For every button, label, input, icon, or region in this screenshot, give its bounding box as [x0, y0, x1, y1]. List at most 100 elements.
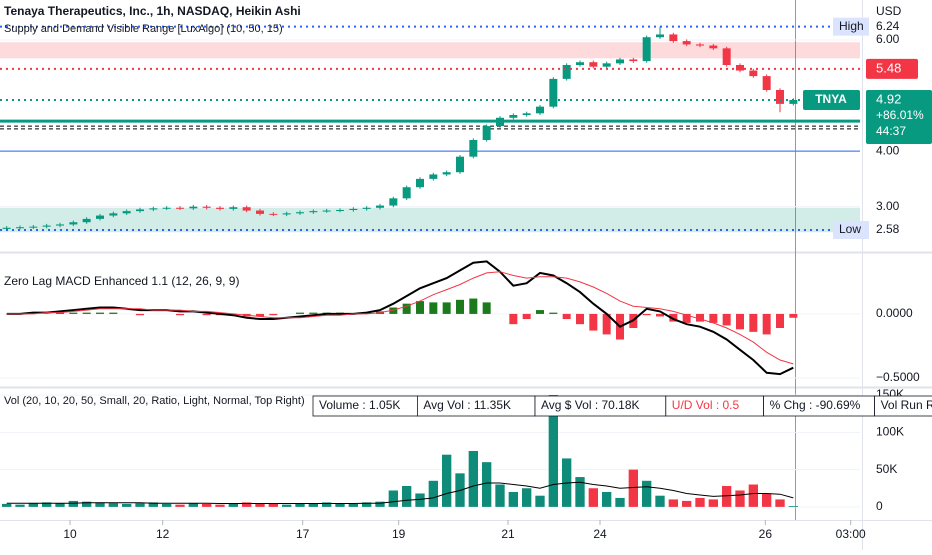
- candle-body: [709, 45, 718, 49]
- histogram-bar: [176, 313, 184, 316]
- histogram-bar: [389, 307, 398, 314]
- volume-bar: [228, 503, 238, 507]
- volume-bar: [295, 503, 305, 507]
- volume-bar: [588, 488, 598, 507]
- volume-bar: [242, 502, 252, 507]
- volume-bar: [708, 499, 718, 507]
- y-tick-label: 100K: [876, 425, 904, 439]
- candle-body: [696, 44, 704, 46]
- candle-body: [589, 62, 598, 67]
- candle-body: [202, 206, 211, 208]
- candle-body: [509, 115, 518, 118]
- volume-bar: [535, 495, 545, 507]
- histogram-bar: [656, 313, 664, 317]
- candle-body: [642, 37, 651, 62]
- candle-body: [82, 218, 91, 223]
- level-name-box: [833, 221, 869, 239]
- volume-bar: [615, 497, 625, 507]
- volume-bar: [335, 503, 345, 507]
- candle-body: [536, 106, 544, 114]
- zone: [0, 42, 860, 59]
- histogram-bar: [69, 312, 78, 314]
- histogram-bar: [202, 313, 211, 316]
- candle-body: [482, 126, 491, 140]
- histogram-bar: [442, 302, 451, 314]
- table-text: Vol Run Rate : 85.89%: [881, 398, 932, 412]
- level-value: 2.58: [876, 222, 900, 236]
- x-tick-label: 19: [392, 527, 406, 541]
- volume-bar: [482, 462, 492, 507]
- volume-bar: [735, 490, 745, 507]
- histogram-bar: [749, 313, 758, 332]
- level-value: 6.24: [876, 19, 900, 33]
- last-price: 4.92: [876, 91, 901, 106]
- candle-body: [749, 70, 758, 77]
- volume-bar: [375, 501, 385, 507]
- histogram-bar: [82, 312, 91, 314]
- volume-bar: [775, 499, 785, 507]
- volume-bar: [468, 450, 478, 507]
- candle-body: [469, 140, 478, 157]
- level-value: 5.48: [876, 60, 901, 75]
- histogram-bar: [309, 312, 318, 314]
- plot-layer: 6.00 4.00 3.00 High 6.24 Low 2.58 5.48 TNYA 4.92 +…: [0, 17, 932, 541]
- histogram-bar: [736, 313, 744, 330]
- y-tick-label: 50K: [876, 462, 897, 476]
- candle-body: [122, 211, 131, 214]
- candle-body: [576, 62, 584, 65]
- volume-bar: [268, 503, 278, 507]
- last-price-box: [866, 90, 932, 144]
- symbol-label: TNYA: [815, 92, 847, 106]
- candle-body: [389, 198, 398, 206]
- volume-title: Vol (20, 10, 20, 50, Small, 20, Ratio, L…: [4, 395, 305, 407]
- candle-body: [16, 227, 24, 229]
- candle-body: [42, 225, 51, 227]
- volume-bar: [668, 499, 678, 507]
- volume-bar: [55, 503, 65, 507]
- series-line: [6, 271, 794, 365]
- table-text: Avg Vol : 11.35K: [423, 398, 511, 412]
- volume-bar: [82, 501, 92, 507]
- candle-body: [149, 208, 158, 210]
- candle-body: [736, 65, 744, 71]
- volume-bar: [215, 504, 225, 507]
- candle-body: [442, 172, 451, 175]
- table-text: % Chg : -90.69%: [770, 398, 861, 412]
- candle-body: [549, 78, 558, 107]
- volume-bar: [175, 504, 185, 507]
- histogram-bar: [456, 299, 464, 314]
- volume-bar: [682, 500, 692, 507]
- histogram-bar: [256, 313, 264, 317]
- candle-body: [522, 113, 531, 115]
- candle-body: [242, 207, 251, 211]
- volume-bar: [722, 486, 732, 507]
- level-value-box: [866, 58, 918, 79]
- histogram-bar: [576, 313, 584, 325]
- zone: [0, 207, 860, 233]
- table-text: Volume : 1.05K: [319, 398, 400, 412]
- histogram-bar: [429, 302, 438, 314]
- volume-bar: [68, 500, 78, 507]
- candle-body: [309, 211, 318, 213]
- candle-body: [322, 210, 331, 212]
- histogram-bar: [669, 313, 678, 322]
- last-change: +86.01%: [876, 108, 924, 122]
- histogram-bar: [696, 313, 704, 322]
- volume-bar: [28, 503, 38, 507]
- candle-body: [269, 213, 278, 215]
- histogram-bar: [522, 313, 531, 320]
- table-text: Avg $ Vol : 70.18K: [541, 398, 640, 412]
- y-tick-label: 4.00: [876, 143, 900, 157]
- volume-bar: [655, 495, 665, 507]
- level-name: High: [839, 19, 864, 33]
- volume-bar: [428, 480, 438, 507]
- volume-bar: [308, 503, 318, 507]
- candle-body: [189, 206, 198, 209]
- candle-body: [629, 59, 638, 62]
- histogram-bar: [509, 313, 518, 325]
- x-tick-label: 17: [296, 527, 310, 541]
- histogram-bar: [416, 301, 424, 314]
- chart-title: Tenaya Therapeutics, Inc., 1h, NASDAQ, H…: [4, 4, 301, 18]
- histogram-bar: [642, 313, 651, 316]
